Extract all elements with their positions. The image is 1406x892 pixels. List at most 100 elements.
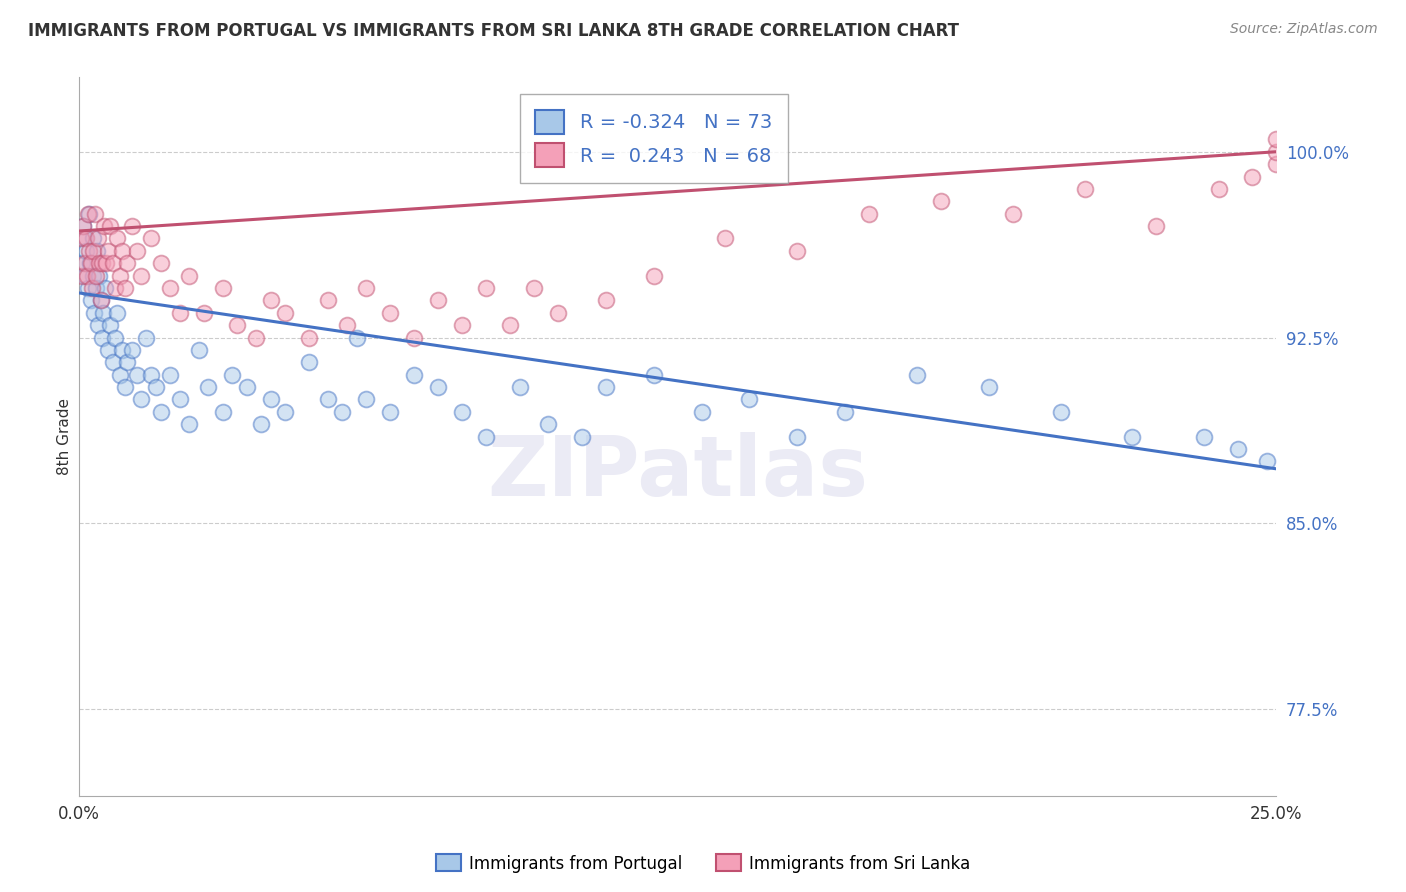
Point: [111, 343, 134, 357]
Point: [114, 281, 136, 295]
Point: [90, 293, 112, 308]
Point: [107, 306, 129, 320]
Point: [356, 392, 378, 407]
Point: [211, 405, 233, 419]
Point: [537, 417, 560, 432]
Point: [235, 380, 257, 394]
Point: [125, 368, 148, 382]
Point: [115, 355, 138, 369]
Point: [77, 207, 100, 221]
Point: [73, 268, 96, 283]
Point: [77, 244, 100, 258]
Point: [101, 355, 124, 369]
Point: [87, 231, 110, 245]
Y-axis label: 8th Grade: 8th Grade: [58, 398, 72, 475]
Point: [1144, 219, 1167, 233]
Point: [179, 417, 201, 432]
Point: [274, 405, 297, 419]
Point: [98, 219, 121, 233]
Point: [571, 429, 593, 443]
Point: [97, 244, 120, 258]
Point: [451, 318, 474, 333]
Point: [1265, 157, 1288, 171]
Point: [98, 318, 121, 333]
Point: [86, 244, 108, 258]
Point: [169, 392, 191, 407]
Point: [380, 405, 402, 419]
Point: [72, 268, 94, 283]
Point: [298, 330, 321, 344]
Point: [221, 368, 243, 382]
Point: [547, 306, 569, 320]
Point: [1256, 454, 1278, 468]
Point: [90, 293, 112, 308]
Point: [87, 318, 110, 333]
Point: [108, 268, 131, 283]
Point: [211, 281, 233, 295]
Text: IMMIGRANTS FROM PORTUGAL VS IMMIGRANTS FROM SRI LANKA 8TH GRADE CORRELATION CHAR: IMMIGRANTS FROM PORTUGAL VS IMMIGRANTS F…: [28, 22, 959, 40]
Point: [1073, 182, 1095, 196]
Point: [89, 256, 111, 270]
Point: [786, 429, 808, 443]
Point: [73, 231, 96, 245]
Point: [104, 330, 127, 344]
Point: [89, 268, 111, 283]
Point: [159, 281, 181, 295]
Point: [475, 429, 498, 443]
Point: [499, 318, 522, 333]
Point: [131, 268, 153, 283]
Point: [1241, 169, 1264, 184]
Point: [738, 392, 761, 407]
Point: [108, 368, 131, 382]
Point: [523, 281, 546, 295]
Point: [76, 268, 98, 283]
Point: [193, 306, 215, 320]
Point: [187, 343, 209, 357]
Point: [79, 256, 101, 270]
Point: [111, 244, 134, 258]
Point: [404, 330, 426, 344]
Point: [149, 405, 172, 419]
Point: [83, 306, 105, 320]
Point: [77, 207, 100, 221]
Point: [125, 244, 148, 258]
Legend: Immigrants from Portugal, Immigrants from Sri Lanka: Immigrants from Portugal, Immigrants fro…: [429, 847, 977, 880]
Point: [145, 380, 167, 394]
Point: [1001, 207, 1024, 221]
Point: [72, 219, 94, 233]
Point: [135, 330, 157, 344]
Point: [1265, 145, 1288, 159]
Point: [1226, 442, 1249, 456]
Point: [690, 405, 713, 419]
Point: [226, 318, 249, 333]
Point: [427, 293, 450, 308]
Text: Source: ZipAtlas.com: Source: ZipAtlas.com: [1230, 22, 1378, 37]
Point: [104, 281, 127, 295]
Point: [380, 306, 402, 320]
Point: [1049, 405, 1071, 419]
Point: [929, 194, 952, 209]
Point: [259, 293, 281, 308]
Point: [149, 256, 172, 270]
Point: [84, 207, 107, 221]
Point: [316, 293, 339, 308]
Point: [1194, 429, 1216, 443]
Point: [91, 306, 114, 320]
Point: [97, 343, 120, 357]
Point: [139, 368, 162, 382]
Point: [115, 256, 138, 270]
Point: [595, 293, 617, 308]
Text: ZIPatlas: ZIPatlas: [486, 432, 868, 513]
Point: [274, 306, 297, 320]
Point: [91, 256, 114, 270]
Point: [643, 368, 665, 382]
Point: [245, 330, 267, 344]
Point: [80, 293, 103, 308]
Point: [336, 318, 359, 333]
Point: [179, 268, 201, 283]
Point: [75, 231, 97, 245]
Point: [131, 392, 153, 407]
Point: [834, 405, 856, 419]
Point: [451, 405, 474, 419]
Point: [356, 281, 378, 295]
